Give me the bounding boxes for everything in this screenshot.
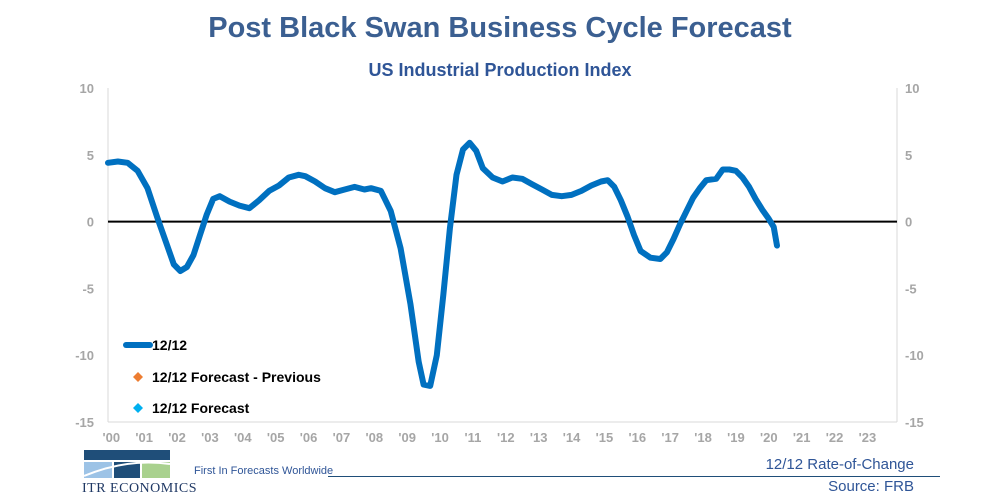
y-tick-label-left: -10	[75, 348, 94, 363]
tagline: First In Forecasts Worldwide	[194, 465, 334, 477]
legend-label: 12/12 Forecast	[152, 400, 250, 416]
y-tick-label-right: 10	[905, 81, 919, 96]
x-tick-label: '11	[464, 430, 481, 445]
x-tick-label: '01	[135, 430, 153, 445]
x-tick-label: '03	[201, 430, 219, 445]
x-tick-label: '19	[727, 430, 745, 445]
x-tick-label: '20	[760, 430, 778, 445]
y-tick-label-left: -5	[82, 281, 94, 296]
x-tick-label: '04	[234, 430, 252, 445]
y-tick-label-left: 5	[87, 148, 94, 163]
x-tick-label: '12	[497, 430, 515, 445]
x-tick-label: '00	[103, 430, 121, 445]
chart-title: Post Black Swan Business Cycle Forecast	[208, 12, 792, 44]
x-tick-label: '15	[596, 430, 614, 445]
logo-text: ITR ECONOMICS	[82, 481, 198, 496]
x-tick-label: '08	[366, 430, 384, 445]
y-tick-label-left: 10	[80, 81, 94, 96]
y-tick-label-right: -10	[905, 348, 924, 363]
x-tick-label: '21	[793, 430, 811, 445]
x-tick-label: '02	[168, 430, 186, 445]
x-tick-label: '14	[563, 430, 581, 445]
legend-diamond-marker	[133, 372, 143, 382]
x-tick-label: '06	[300, 430, 318, 445]
y-tick-label-left: -15	[75, 415, 94, 430]
source-label: Source: FRB	[828, 478, 914, 495]
legend-diamond-marker	[133, 403, 143, 413]
x-tick-label: '05	[267, 430, 285, 445]
x-tick-label: '23	[859, 430, 877, 445]
chart-subtitle: US Industrial Production Index	[368, 60, 632, 80]
y-tick-label-right: -5	[905, 281, 917, 296]
footer-divider	[328, 476, 940, 477]
series-line-12-12	[105, 139, 780, 389]
x-tick-label: '09	[398, 430, 416, 445]
x-tick-label: '10	[431, 430, 449, 445]
legend-label: 12/12 Forecast - Previous	[152, 369, 321, 385]
y-tick-label-right: -15	[905, 415, 924, 430]
x-tick-label: '18	[694, 430, 712, 445]
x-tick-label: '13	[530, 430, 548, 445]
y-tick-label-right: 0	[905, 215, 912, 230]
y-tick-label-left: 0	[87, 215, 94, 230]
y-tick-label-right: 5	[905, 148, 912, 163]
itr-logo-icon	[83, 450, 171, 483]
x-tick-label: '17	[661, 430, 679, 445]
metric-label: 12/12 Rate-of-Change	[765, 456, 914, 473]
x-tick-label: '16	[629, 430, 647, 445]
x-tick-label: '07	[333, 430, 351, 445]
x-tick-label: '22	[826, 430, 844, 445]
legend-label: 12/12	[152, 337, 187, 353]
